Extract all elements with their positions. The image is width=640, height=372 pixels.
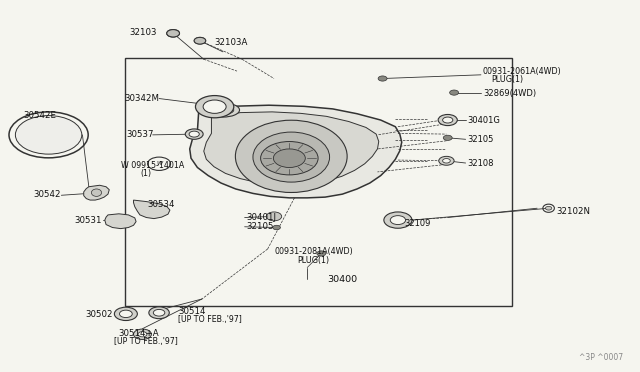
Text: 30342M: 30342M xyxy=(124,94,159,103)
Circle shape xyxy=(273,149,305,167)
Text: 00931-2081A(4WD): 00931-2081A(4WD) xyxy=(274,247,353,256)
Circle shape xyxy=(273,225,280,230)
Text: PLUG(1): PLUG(1) xyxy=(298,256,330,264)
Ellipse shape xyxy=(212,106,234,115)
Circle shape xyxy=(444,135,452,140)
Circle shape xyxy=(148,157,171,170)
Text: W 09915-1401A: W 09915-1401A xyxy=(121,161,184,170)
Circle shape xyxy=(167,30,179,37)
Text: 30542: 30542 xyxy=(34,190,61,199)
Circle shape xyxy=(443,117,453,123)
Circle shape xyxy=(378,76,387,81)
Circle shape xyxy=(439,156,454,165)
Ellipse shape xyxy=(253,132,330,182)
Text: W: W xyxy=(156,161,162,166)
Text: 30400: 30400 xyxy=(327,275,357,284)
Text: 32102N: 32102N xyxy=(556,208,590,217)
Text: 30531: 30531 xyxy=(74,216,102,225)
Circle shape xyxy=(167,30,179,37)
Text: 32103A: 32103A xyxy=(214,38,248,48)
Bar xyxy=(125,58,511,307)
Text: PLUG(1): PLUG(1) xyxy=(491,75,524,84)
Ellipse shape xyxy=(236,120,347,192)
Polygon shape xyxy=(105,214,136,229)
Text: 32103: 32103 xyxy=(130,28,157,38)
Circle shape xyxy=(9,112,88,158)
Text: ^3P ^0007: ^3P ^0007 xyxy=(579,353,623,362)
Circle shape xyxy=(384,212,412,228)
Text: 32105: 32105 xyxy=(246,222,274,231)
Circle shape xyxy=(149,307,170,319)
Circle shape xyxy=(203,100,226,113)
Circle shape xyxy=(260,141,318,175)
Text: 32109: 32109 xyxy=(404,219,431,228)
Text: (1): (1) xyxy=(140,169,151,178)
Text: [UP TO FEB.,'97]: [UP TO FEB.,'97] xyxy=(115,337,178,346)
Ellipse shape xyxy=(206,103,239,117)
Circle shape xyxy=(450,90,459,95)
Text: 32105: 32105 xyxy=(467,135,493,144)
Text: 30514: 30514 xyxy=(178,307,205,316)
Text: 32869(4WD): 32869(4WD) xyxy=(483,89,536,98)
Circle shape xyxy=(390,216,406,225)
Text: 30534: 30534 xyxy=(148,200,175,209)
Circle shape xyxy=(15,116,82,154)
Text: 32108: 32108 xyxy=(467,158,493,167)
Circle shape xyxy=(266,212,282,221)
Ellipse shape xyxy=(92,189,102,196)
Text: 30514+A: 30514+A xyxy=(119,328,159,338)
Circle shape xyxy=(195,96,234,118)
Circle shape xyxy=(189,131,199,137)
Polygon shape xyxy=(134,200,170,219)
Polygon shape xyxy=(189,105,402,198)
Circle shape xyxy=(194,37,205,44)
Circle shape xyxy=(134,329,152,339)
Text: 30537: 30537 xyxy=(127,130,154,140)
Circle shape xyxy=(317,251,326,256)
Circle shape xyxy=(115,307,138,321)
Text: 30401G: 30401G xyxy=(467,116,500,125)
Circle shape xyxy=(438,115,458,126)
Circle shape xyxy=(194,37,205,44)
Text: [UP TO FEB.,'97]: [UP TO FEB.,'97] xyxy=(178,315,242,324)
Polygon shape xyxy=(84,185,109,200)
Polygon shape xyxy=(204,112,379,185)
Circle shape xyxy=(138,332,147,337)
Text: 30542E: 30542E xyxy=(24,111,57,120)
Circle shape xyxy=(120,310,132,318)
Circle shape xyxy=(154,310,165,316)
Text: 30401J: 30401J xyxy=(246,213,276,222)
Text: 30502: 30502 xyxy=(86,310,113,319)
Circle shape xyxy=(185,129,203,139)
Circle shape xyxy=(443,158,451,163)
Circle shape xyxy=(545,206,552,210)
Text: 00931-2061A(4WD): 00931-2061A(4WD) xyxy=(483,67,561,76)
